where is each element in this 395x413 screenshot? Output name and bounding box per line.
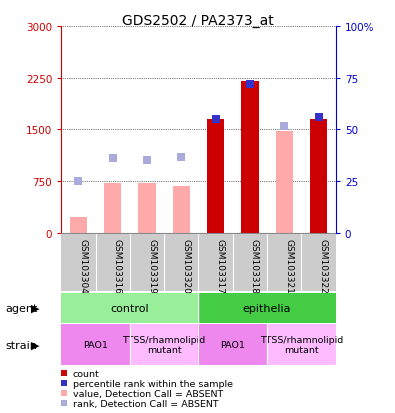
Text: ▶: ▶ (31, 303, 40, 313)
Text: GSM103319: GSM103319 (147, 239, 156, 294)
Bar (198, 324, 267, 366)
Text: value, Detection Call = ABSENT: value, Detection Call = ABSENT (73, 389, 223, 398)
Bar (241, 82, 259, 233)
Text: control: control (111, 303, 149, 313)
Text: GSM103322: GSM103322 (319, 239, 327, 293)
Bar (267, 324, 336, 366)
Text: count: count (73, 369, 100, 378)
Text: GSM103304: GSM103304 (78, 239, 87, 294)
Text: TTSS/rhamnolipid
mutant: TTSS/rhamnolipid mutant (122, 335, 206, 354)
Text: epithelia: epithelia (243, 303, 292, 313)
Text: GSM103316: GSM103316 (113, 239, 122, 294)
Text: GDS2502 / PA2373_at: GDS2502 / PA2373_at (122, 14, 273, 28)
Text: GSM103321: GSM103321 (284, 239, 293, 294)
Bar (310, 120, 327, 233)
Text: GSM103320: GSM103320 (181, 239, 190, 294)
Bar (276, 131, 293, 233)
Text: GSM103317: GSM103317 (216, 239, 225, 294)
Bar (104, 184, 121, 233)
Text: strain: strain (5, 340, 37, 350)
Bar (207, 120, 224, 233)
Text: PAO1: PAO1 (83, 340, 108, 349)
Bar (138, 184, 156, 233)
Bar (130, 324, 198, 366)
Bar (198, 293, 336, 323)
Bar (70, 218, 87, 233)
Bar (61, 293, 198, 323)
Text: GSM103318: GSM103318 (250, 239, 259, 294)
Text: rank, Detection Call = ABSENT: rank, Detection Call = ABSENT (73, 399, 218, 408)
Bar (173, 187, 190, 233)
Text: percentile rank within the sample: percentile rank within the sample (73, 379, 233, 388)
Bar (61, 324, 130, 366)
Text: ▶: ▶ (31, 340, 40, 350)
Text: TTSS/rhamnolipid
mutant: TTSS/rhamnolipid mutant (260, 335, 343, 354)
Text: PAO1: PAO1 (220, 340, 245, 349)
Text: agent: agent (5, 303, 38, 313)
